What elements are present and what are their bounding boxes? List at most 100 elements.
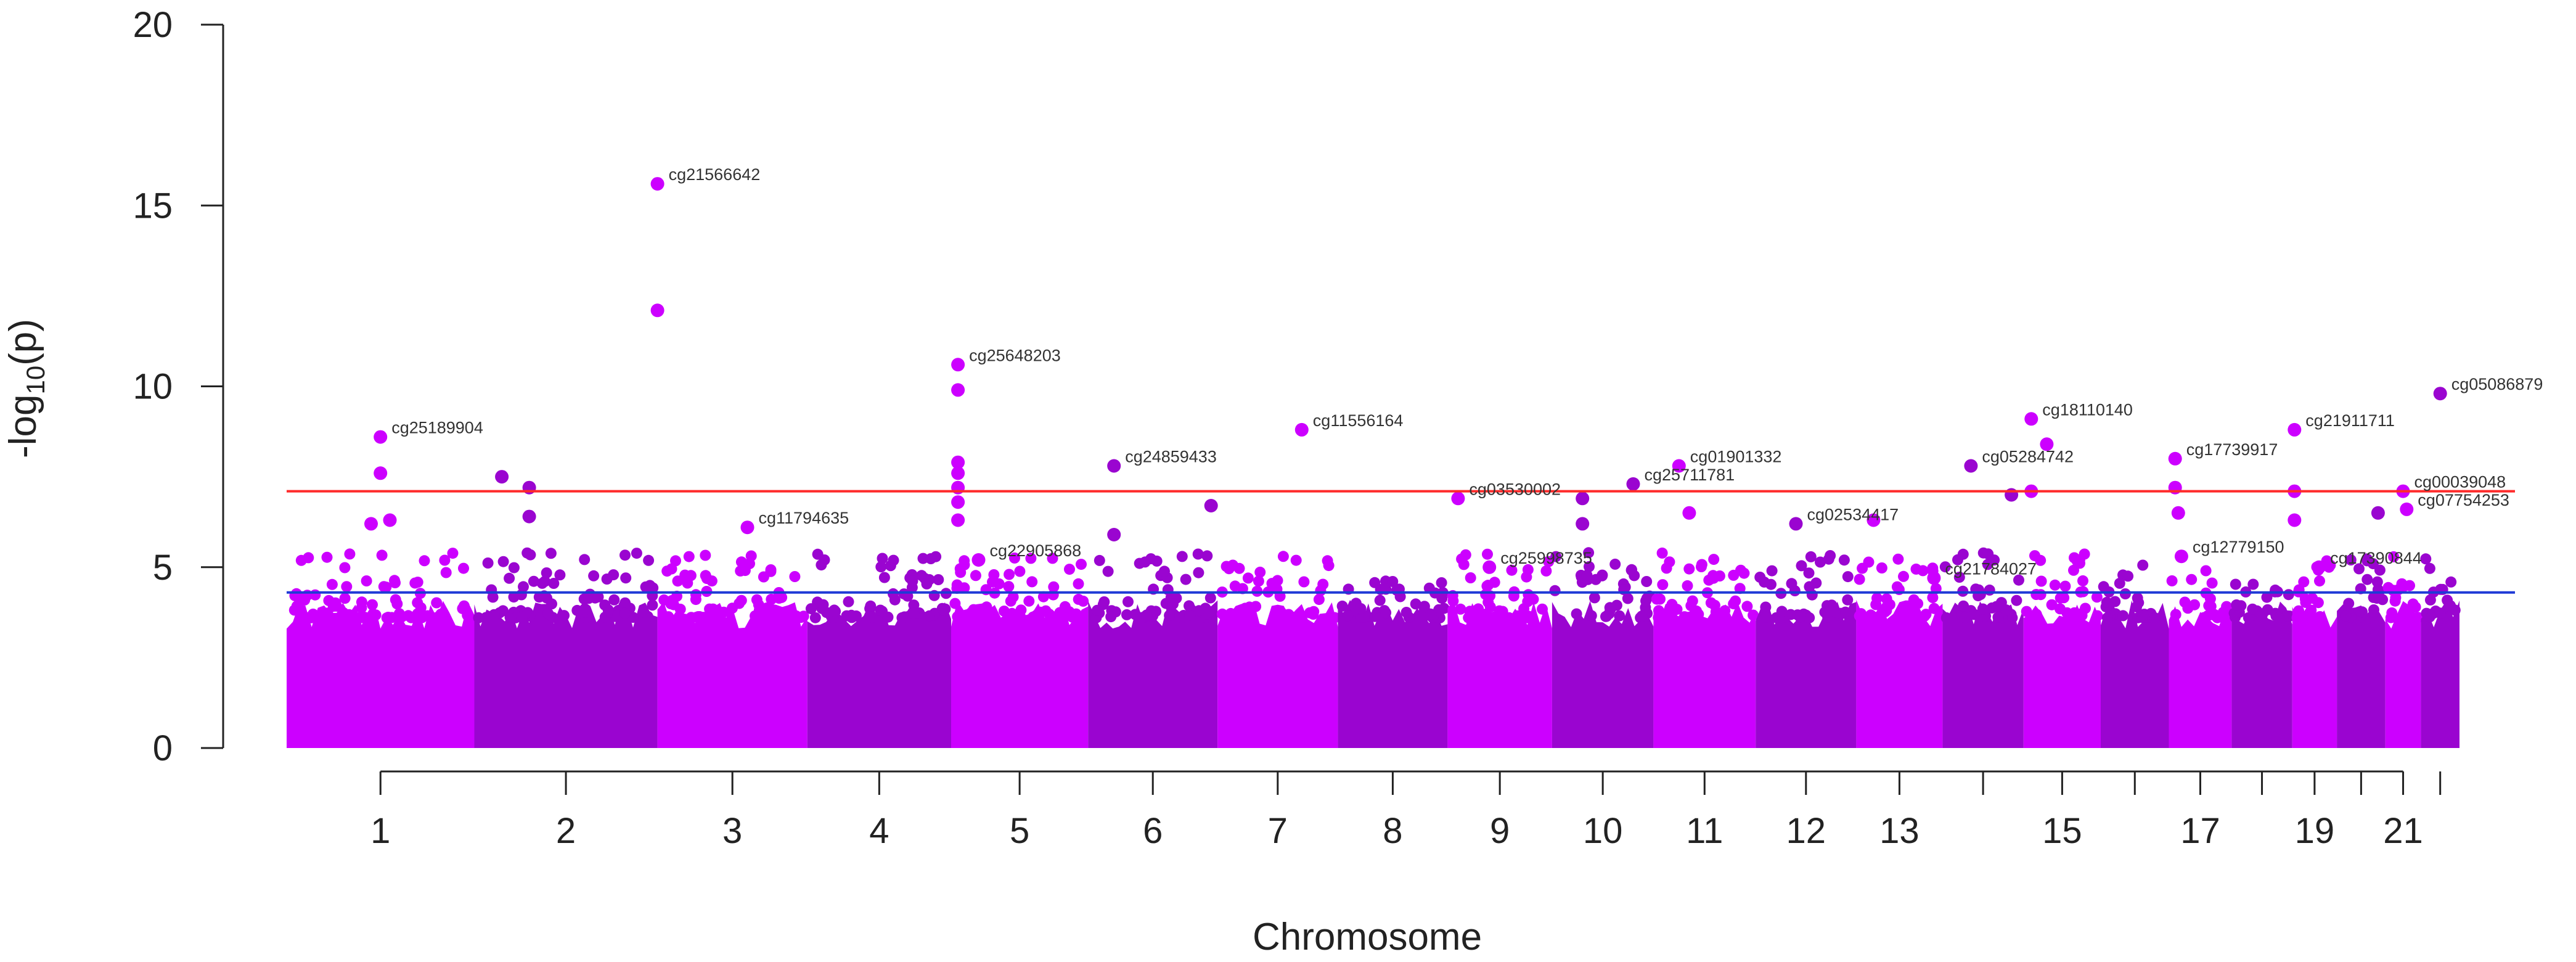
cpg-point (295, 554, 307, 566)
cpg-point (1958, 600, 1969, 612)
cpg-point (2091, 610, 2103, 622)
cpg-point (1666, 599, 1678, 610)
x-tick-label: 4 (869, 811, 889, 851)
cpg-point (1014, 565, 1026, 577)
cpg-point (812, 548, 824, 560)
cpg-label: cg03530002 (1469, 480, 1561, 498)
cpg-point (1184, 609, 1196, 621)
x-tick-label: 8 (1383, 811, 1402, 851)
cpg-point (1876, 562, 1887, 574)
cpg-point (1037, 591, 1049, 602)
x-tick-label: 17 (2180, 811, 2220, 851)
cpg-point (558, 610, 570, 622)
cpg-point (1073, 612, 1085, 623)
cpg-point (1585, 610, 1597, 622)
cpg-point (2445, 601, 2456, 612)
cpg-point (1641, 576, 1653, 587)
x-tick-label: 3 (722, 811, 742, 851)
cpg-point-highlighted (1789, 517, 1803, 531)
cpg-point (2137, 559, 2149, 571)
cpg-point-highlighted (2174, 549, 2188, 564)
cpg-point (1167, 598, 1179, 610)
cpg-point (2368, 604, 2379, 615)
cpg-point (846, 612, 857, 623)
cpg-point (1391, 585, 1402, 596)
cpg-point (1369, 577, 1381, 588)
cpg-point (2361, 555, 2373, 567)
cpg-point (2445, 576, 2457, 588)
cpg-point (1359, 611, 1370, 623)
cpg-point (2387, 585, 2399, 596)
cpg-point (497, 556, 509, 567)
cpg-point (1076, 559, 1087, 570)
cpg-point (1910, 563, 1922, 575)
cpg-labels: cg25189904 cg21566642 cg11794635 cg25648203… (391, 165, 2543, 578)
cpg-point (1193, 605, 1204, 617)
cpg-point (843, 596, 854, 607)
cpg-point (2055, 603, 2066, 615)
cpg-point (2247, 578, 2259, 590)
cpg-point (644, 580, 656, 591)
cpg-point (1854, 574, 1865, 585)
cpg-point (2030, 589, 2042, 600)
cpg-point (1465, 572, 1476, 583)
cpg-point-highlighted (2433, 387, 2447, 401)
cpg-point (2221, 601, 2233, 612)
y-tick-label: 5 (153, 548, 173, 588)
cpg-point (889, 594, 901, 606)
cpg-point (2230, 578, 2241, 590)
cpg-label: cg25189904 (391, 419, 483, 437)
cpg-point (516, 612, 528, 623)
cpg-point-highlighted (951, 358, 965, 372)
significance-thresholds (287, 490, 2515, 594)
cpg-point (1741, 601, 1753, 612)
cpg-point (1571, 608, 1582, 620)
cpg-point (805, 603, 817, 615)
cpg-point (389, 575, 400, 586)
cpg-point (1503, 612, 1515, 623)
cpg-point (2166, 575, 2178, 586)
cpg-point (1760, 601, 1772, 613)
cpg-point (1522, 564, 1534, 575)
cpg-point (415, 602, 427, 614)
cpg-point (2420, 553, 2432, 565)
cpg-point (482, 557, 494, 569)
cpg-point (1626, 564, 1637, 575)
cpg-point-highlighted (2171, 506, 2185, 520)
cpg-point (1047, 553, 1058, 564)
cpg-point (409, 577, 421, 589)
cpg-point (588, 570, 600, 582)
cpg-point (338, 607, 349, 619)
cpg-point (1898, 570, 1909, 582)
cpg-point (685, 570, 697, 582)
cpg-point (528, 575, 539, 587)
cpg-point-highlighted (1107, 459, 1121, 473)
cpg-point (619, 607, 631, 619)
cpg-point (2361, 574, 2373, 585)
cpg-point (1380, 607, 1392, 619)
cpg-point (1719, 605, 1731, 617)
cpg-point (1959, 612, 1971, 623)
cpg-point (1374, 594, 1386, 606)
cpg-point (1482, 580, 1494, 591)
cpg-point (601, 574, 613, 585)
cpg-point (1842, 571, 1854, 583)
cpg-point (1584, 561, 1595, 572)
cpg-point (458, 562, 469, 574)
cpg-point (1325, 612, 1337, 623)
cpg-point (877, 606, 888, 617)
cpg-point (548, 578, 560, 589)
chromosome-band-19 (2292, 604, 2337, 748)
cpg-point (867, 612, 878, 623)
cpg-point (447, 548, 459, 559)
cpg-point (1105, 611, 1117, 623)
cpg-point (2013, 574, 2024, 586)
cpg-point-highlighted (951, 495, 965, 509)
cpg-point (293, 593, 305, 605)
cpg-point (1622, 593, 1634, 604)
chromosome-band-10 (1552, 601, 1654, 748)
cpg-point (766, 593, 777, 605)
chromosome-band-14 (1942, 601, 2024, 748)
cpg-point (339, 562, 351, 574)
cpg-point (2132, 592, 2143, 604)
